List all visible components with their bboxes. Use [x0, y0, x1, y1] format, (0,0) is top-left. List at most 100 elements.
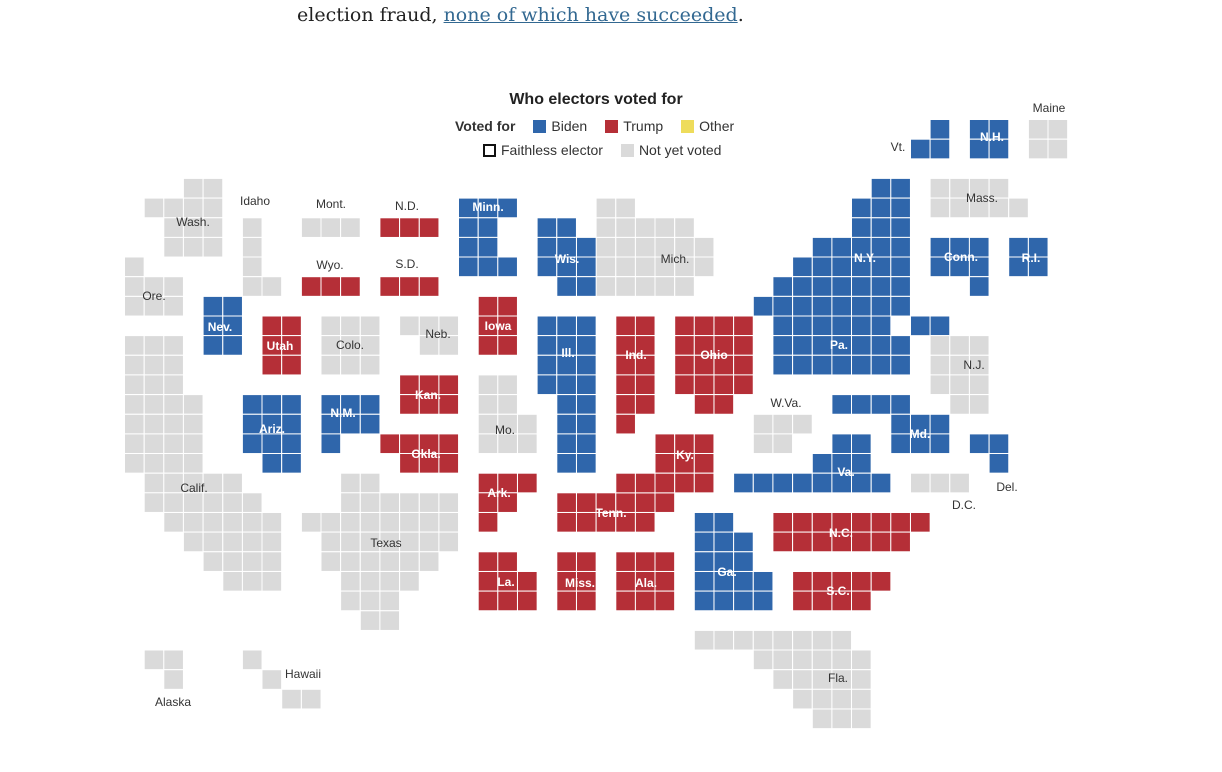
elector-tile	[870, 354, 892, 376]
intro-prefix: election fraud,	[297, 4, 444, 26]
elector-tile	[124, 394, 145, 415]
elector-tile	[340, 492, 361, 513]
elector-tile	[693, 256, 715, 278]
elector-tile	[615, 256, 636, 278]
elector-tile	[890, 217, 911, 238]
elector-tile	[576, 236, 597, 258]
elector-tile	[222, 335, 243, 356]
elector-tile	[890, 335, 911, 356]
elector-tile	[359, 551, 381, 572]
elector-tile	[674, 217, 695, 238]
elector-tile	[811, 354, 833, 376]
state-kan	[399, 374, 460, 415]
elector-tile	[536, 335, 558, 356]
elector-tile	[143, 453, 165, 474]
elector-tile	[733, 374, 754, 396]
elector-tile	[870, 276, 892, 297]
elector-tile	[143, 354, 165, 376]
elector-tile	[320, 531, 342, 553]
elector-tile	[674, 472, 695, 494]
elector-tile	[576, 276, 597, 297]
elector-tile	[615, 315, 636, 337]
elector-tile	[890, 433, 911, 455]
elector-tile	[811, 276, 833, 297]
elector-tile	[281, 453, 302, 474]
elector-tile	[556, 413, 577, 435]
state-minn	[458, 197, 518, 278]
elector-tile	[359, 590, 381, 612]
elector-tile	[674, 374, 695, 396]
elector-tile	[851, 433, 872, 455]
elector-tile	[792, 512, 813, 533]
state-ky	[615, 433, 715, 494]
elector-tile	[615, 276, 636, 297]
elector-tile	[202, 512, 224, 533]
state-s-c	[792, 571, 892, 612]
elector-tile	[320, 315, 342, 337]
elector-tile	[674, 335, 695, 356]
elector-tile	[654, 571, 676, 592]
elector-tile	[713, 394, 735, 415]
state-label: Calif.	[180, 481, 207, 495]
elector-tile	[399, 217, 420, 238]
elector-tile	[497, 551, 518, 572]
state-label: Ala.	[635, 576, 657, 590]
elector-tile	[241, 256, 263, 278]
elector-tile	[929, 119, 951, 140]
state-md	[831, 394, 951, 455]
elector-tile	[359, 512, 381, 533]
elector-tile	[615, 571, 636, 592]
state-maine	[1027, 119, 1069, 160]
elector-tile	[674, 354, 695, 376]
elector-tile	[124, 335, 145, 356]
elector-tile	[811, 688, 833, 710]
elector-tile	[851, 688, 872, 710]
elector-tile	[124, 256, 145, 278]
elector-tile	[458, 236, 479, 258]
elector-tile	[595, 236, 617, 258]
elector-tile	[752, 413, 774, 435]
elector-tile	[340, 531, 361, 553]
elector-tile	[831, 236, 853, 258]
elector-tile	[477, 571, 499, 592]
elector-tile	[831, 649, 853, 671]
elector-tile	[261, 531, 283, 553]
elector-tile	[379, 571, 401, 592]
elector-tile	[497, 335, 518, 356]
elector-tile	[851, 649, 872, 671]
elector-tile	[182, 413, 204, 435]
elector-tile	[241, 236, 263, 258]
elector-tile	[831, 256, 853, 278]
elector-tile	[438, 512, 460, 533]
elector-tile	[163, 669, 184, 690]
state-wyo	[300, 276, 361, 297]
elector-tile	[792, 276, 813, 297]
elector-tile	[772, 531, 794, 553]
elector-tile	[261, 512, 283, 533]
legend-voted-for: Voted for Biden Trump Other	[455, 118, 752, 134]
elector-tile	[634, 551, 656, 572]
elector-tile	[379, 276, 401, 297]
state-ala	[615, 551, 676, 612]
elector-tile	[929, 472, 951, 494]
elector-tile	[772, 295, 794, 317]
elector-tile	[536, 354, 558, 376]
elector-tile	[811, 295, 833, 317]
intro-link[interactable]: none of which have succeeded	[443, 4, 738, 26]
elector-tile	[261, 276, 283, 297]
elector-tile	[772, 315, 794, 337]
elector-tile	[340, 472, 361, 494]
elector-tile	[202, 236, 224, 258]
legend-item-faithless: Faithless elector	[483, 142, 603, 158]
intro-text: election fraud, none of which have succe…	[297, 4, 744, 26]
state-va	[733, 433, 892, 494]
elector-tile	[772, 669, 794, 690]
elector-tile	[831, 295, 853, 317]
elector-tile	[733, 531, 754, 553]
elector-tile	[713, 374, 735, 396]
elector-tile	[241, 571, 263, 592]
elector-tile	[517, 571, 538, 592]
elector-tile	[261, 394, 283, 415]
elector-tile	[693, 433, 715, 455]
elector-tile	[870, 531, 892, 553]
